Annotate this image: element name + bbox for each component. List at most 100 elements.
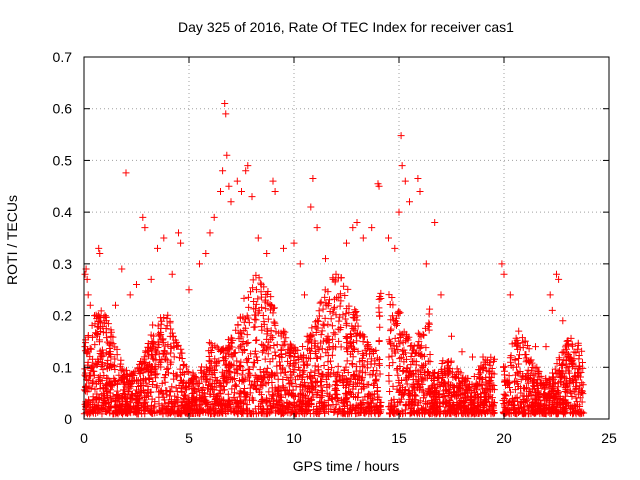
cloud-marker [188,381,196,389]
cloud-marker [268,372,276,380]
cloud-marker [501,381,509,389]
cloud-marker [300,391,308,399]
cloud-marker [337,343,345,351]
cloud-marker [308,379,316,387]
cloud-marker [326,308,334,316]
cloud-marker [161,348,169,356]
cloud-marker [152,365,160,373]
cloud-marker [265,388,273,396]
cloud-marker [343,319,351,327]
cloud-marker [84,333,92,341]
cloud-marker [317,331,325,339]
cloud-marker [239,367,247,375]
cloud-marker [325,336,333,344]
cloud-marker [189,369,197,377]
data-point [244,162,252,170]
cloud-marker [98,410,106,418]
cloud-marker [252,384,260,392]
cloud-marker [556,395,564,403]
cloud-marker [521,351,529,359]
cloud-marker [151,398,159,406]
cloud-marker [526,387,534,395]
data-point [263,250,271,258]
cloud-marker [272,351,280,359]
cloud-marker [163,314,171,322]
data-point [555,275,563,283]
cloud-marker [513,377,521,385]
cloud-marker [83,349,91,357]
cloud-marker [513,410,521,418]
cloud-marker [260,320,268,328]
x-tick-label: 0 [80,430,88,446]
cloud-marker [87,372,95,380]
cloud-marker [207,340,215,348]
cloud-marker [340,375,348,383]
cloud-marker [420,331,428,339]
cloud-marker [97,307,105,315]
cloud-marker [286,379,294,387]
cloud-marker [262,305,270,313]
cloud-marker [164,341,172,349]
data-point [227,198,235,206]
cloud-marker [575,362,583,370]
cloud-marker [240,294,248,302]
cloud-marker [314,317,322,325]
cloud-marker [82,405,90,413]
cloud-marker [514,339,522,347]
cloud-marker [414,368,422,376]
cloud-marker [163,356,171,364]
cloud-marker [296,390,304,398]
data-point [398,162,406,170]
cloud-marker [333,381,341,389]
cloud-marker [167,325,175,333]
cloud-marker [316,299,324,307]
cloud-marker [344,285,352,293]
cloud-marker [410,383,418,391]
cloud-marker [213,358,221,366]
cloud-marker [336,290,344,298]
cloud-marker [314,343,322,351]
cloud-marker [533,381,541,389]
data-point [578,379,586,387]
cloud-marker [419,406,427,414]
cloud-marker [259,312,267,320]
cloud-marker [136,392,144,400]
cloud-marker [218,368,226,376]
cloud-marker [88,321,96,329]
cloud-marker [327,405,335,413]
data-point [401,177,409,185]
data-point [225,182,233,190]
cloud-marker [235,344,243,352]
data-point [559,317,567,325]
cloud-marker [116,363,124,371]
cloud-marker [560,401,568,409]
cloud-marker [341,291,349,299]
cloud-marker [247,288,255,296]
data-point [101,312,109,320]
cloud-marker [347,341,355,349]
cloud-marker [269,309,277,317]
x-tick-labels: 0 5 10 15 20 25 [80,430,617,446]
cloud-marker [266,344,274,352]
cloud-marker [292,382,300,390]
cloud-marker [176,409,184,417]
cloud-marker [268,301,276,309]
cloud-marker [107,404,115,412]
cloud-marker [453,365,461,373]
data-point [359,234,367,242]
cloud-marker [243,339,251,347]
cloud-marker [519,373,527,381]
cloud-marker [414,350,422,358]
data-point [296,260,304,268]
cloud-marker [410,407,418,415]
cloud-marker [167,349,175,357]
cloud-marker [534,387,542,395]
cloud-marker [275,399,283,407]
cloud-marker [224,336,232,344]
cloud-marker [538,408,546,416]
cloud-marker [420,352,428,360]
cloud-marker [264,350,272,358]
cloud-marker [368,370,376,378]
cloud-marker [516,368,524,376]
cloud-marker [265,338,273,346]
